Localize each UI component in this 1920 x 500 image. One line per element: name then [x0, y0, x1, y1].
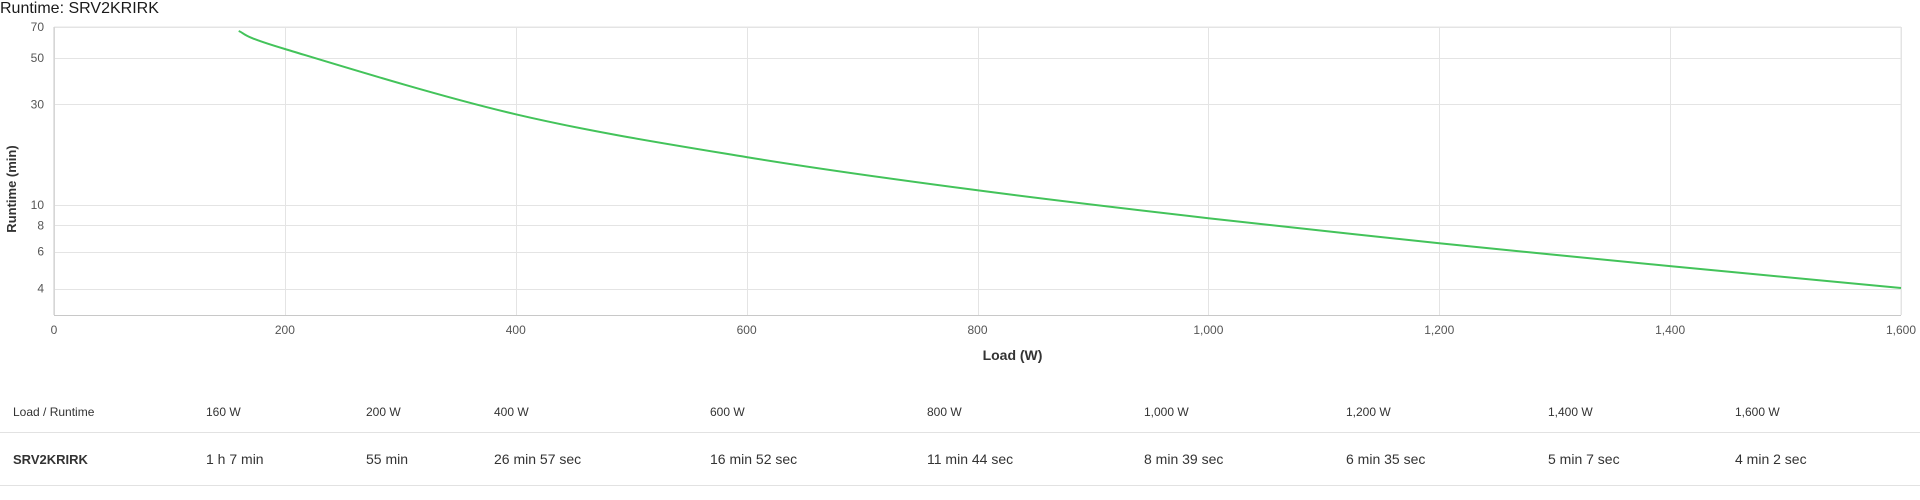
x-tick-label: 1,600: [1886, 323, 1916, 337]
load-header-cell: 1,200 W: [1346, 392, 1548, 433]
y-tick-label: 8: [37, 218, 44, 232]
series-line: [238, 30, 1902, 289]
runtime-cell: 1 h 7 min: [206, 432, 366, 486]
load-header-cell: 400 W: [494, 392, 710, 433]
y-tick-label: 70: [31, 20, 45, 34]
load-header-cell: 160 W: [206, 392, 366, 433]
load-header-cell: 1,400 W: [1548, 392, 1735, 433]
y-tick-label: 10: [31, 198, 45, 212]
x-tick-label: 1,400: [1655, 323, 1685, 337]
row-label: SRV2KRIRK: [0, 432, 206, 486]
x-tick-label: 0: [51, 323, 58, 337]
y-tick-label: 50: [31, 51, 45, 65]
y-tick-label: 6: [37, 245, 44, 259]
header-label: Load / Runtime: [0, 392, 206, 433]
x-tick-label: 1,200: [1424, 323, 1454, 337]
load-header-cell: 800 W: [927, 392, 1144, 433]
load-header-cell: 1,000 W: [1144, 392, 1346, 433]
y-tick-label: 30: [31, 97, 45, 111]
x-tick-label: 800: [967, 323, 987, 337]
runtime-cell: 5 min 7 sec: [1548, 432, 1735, 486]
load-header-cell: 600 W: [710, 392, 927, 433]
runtime-cell: 4 min 2 sec: [1735, 432, 1920, 486]
runtime-cell: 26 min 57 sec: [494, 432, 710, 486]
load-header-cell: 200 W: [366, 392, 494, 433]
table-row: SRV2KRIRK 1 h 7 min 55 min 26 min 57 sec…: [0, 432, 1920, 486]
table-header-row: Load / Runtime 160 W 200 W 400 W 600 W 8…: [0, 392, 1920, 433]
y-tick-label: 4: [37, 282, 44, 296]
y-axis-title: Runtime (min): [4, 145, 19, 232]
x-axis-title: Load (W): [983, 347, 1043, 363]
x-tick-label: 200: [275, 323, 295, 337]
x-tick-label: 400: [506, 323, 526, 337]
x-tick-label: 600: [737, 323, 757, 337]
runtime-cell: 11 min 44 sec: [927, 432, 1144, 486]
x-tick-label: 1,000: [1193, 323, 1223, 337]
chart-title: Runtime: SRV2KRIRK: [0, 0, 159, 17]
load-header-cell: 1,600 W: [1735, 392, 1920, 433]
runtime-cell: 6 min 35 sec: [1346, 432, 1548, 486]
runtime-cell: 55 min: [366, 432, 494, 486]
runtime-chart: 0 200 400 600 800 1,000 1,200 1,400 1,600 70 50 30 1…: [4, 20, 1916, 363]
runtime-cell: 16 min 52 sec: [710, 432, 927, 486]
runtime-cell: 8 min 39 sec: [1144, 432, 1346, 486]
runtime-table: Load / Runtime 160 W 200 W 400 W 600 W 8…: [0, 392, 1920, 486]
